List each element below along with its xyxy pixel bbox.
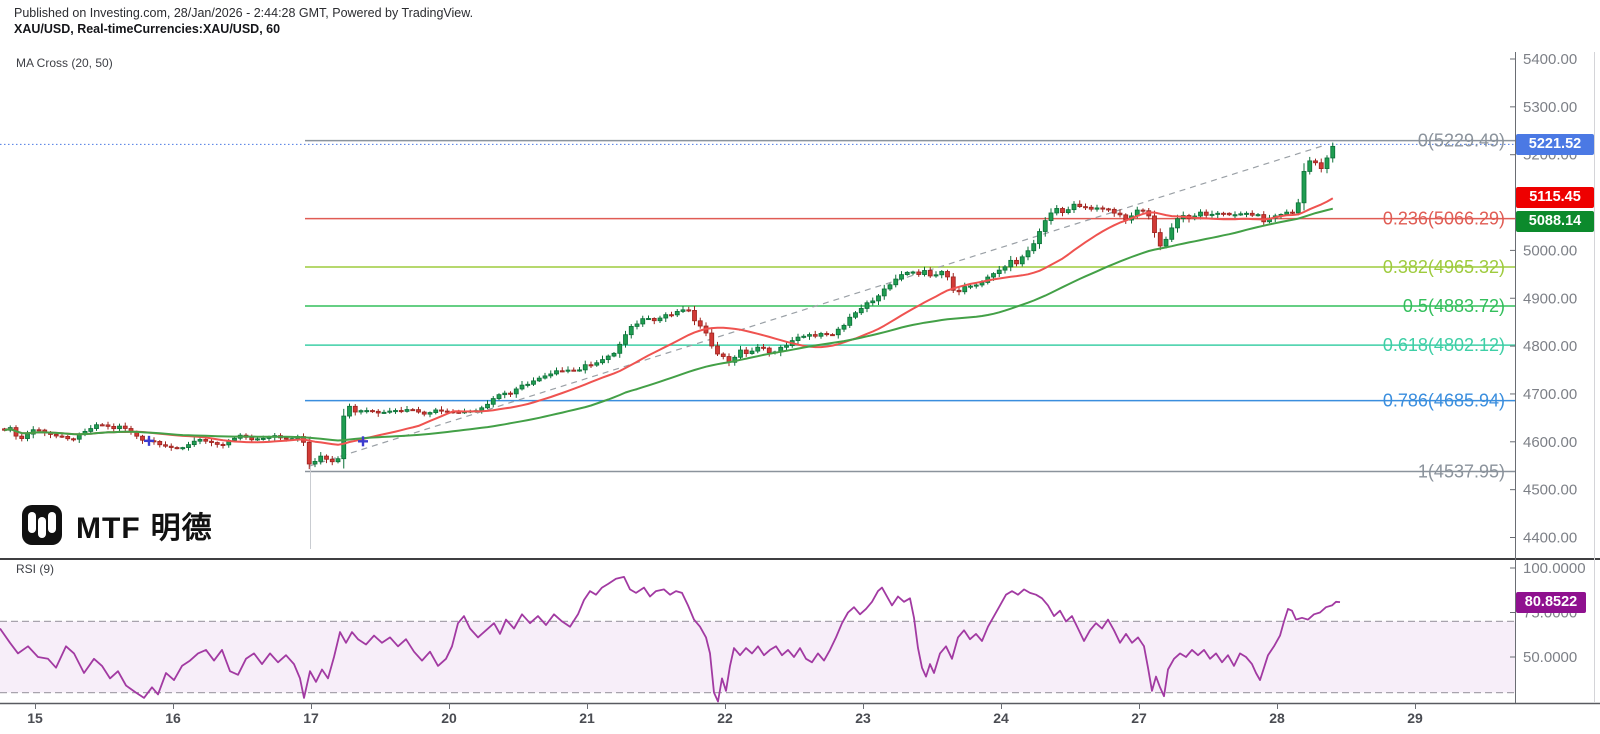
- ma50-line[interactable]: [4, 207, 1334, 442]
- watermark-text: MTF 明德: [76, 503, 213, 547]
- rsi-line[interactable]: [0, 576, 1341, 703]
- fib-label[interactable]: 0.618(4802.12): [1383, 335, 1505, 355]
- time-tick-label[interactable]: 27: [1131, 710, 1147, 726]
- published-line: Published on Investing.com, 28/Jan/2026 …: [14, 6, 474, 20]
- ma20-line[interactable]: [4, 197, 1334, 446]
- fib-label[interactable]: 0.5(4883.72): [1403, 296, 1505, 316]
- rsi-value-label[interactable]: 80.8522: [1516, 592, 1586, 613]
- fib-label[interactable]: 1(4537.95): [1418, 461, 1505, 481]
- symbol-line: XAU/USD, Real-timeCurrencies:XAU/USD, 60: [14, 22, 281, 36]
- mtf-logo-icon: [22, 505, 62, 545]
- time-tick-label[interactable]: 22: [717, 710, 733, 726]
- trend-line[interactable]: [308, 145, 1323, 467]
- time-tick-label[interactable]: 17: [303, 710, 319, 726]
- time-tick-label[interactable]: 24: [993, 710, 1009, 726]
- watermark-logo: MTF 明德: [22, 503, 213, 547]
- price-tick-label[interactable]: 4500.00: [1523, 482, 1577, 499]
- fib-label[interactable]: 0(5229.49): [1418, 131, 1505, 151]
- last-price-label[interactable]: 5221.52: [1516, 133, 1594, 155]
- candles-series: [2, 142, 1336, 470]
- price-tick-label[interactable]: 4800.00: [1523, 338, 1577, 355]
- ma-indicator-label[interactable]: MA Cross (20, 50): [16, 56, 113, 70]
- price-tick-label[interactable]: 4400.00: [1523, 530, 1577, 547]
- ma-cross-marker: [358, 436, 368, 447]
- time-tick-label[interactable]: 15: [27, 710, 43, 726]
- rsi-tick-label[interactable]: 50.0000: [1523, 649, 1577, 666]
- time-tick-label[interactable]: 21: [579, 710, 595, 726]
- price-tick-label[interactable]: 4700.00: [1523, 386, 1577, 403]
- fib-label[interactable]: 0.382(4965.32): [1383, 257, 1505, 277]
- rsi-band: [0, 621, 1515, 693]
- time-tick-label[interactable]: 29: [1407, 710, 1423, 726]
- time-tick-label[interactable]: 28: [1269, 710, 1285, 726]
- time-tick-label[interactable]: 20: [441, 710, 457, 726]
- brand-name: MTF: [76, 512, 141, 545]
- price-tick-label[interactable]: 5400.00: [1523, 51, 1577, 68]
- price-tick-label[interactable]: 4600.00: [1523, 434, 1577, 451]
- fib-label[interactable]: 0.786(4685.94): [1383, 391, 1505, 411]
- time-tick-label[interactable]: 16: [165, 710, 181, 726]
- rsi-tick-label[interactable]: 100.0000: [1523, 560, 1586, 577]
- time-tick-label[interactable]: 23: [855, 710, 871, 726]
- price-tick-label[interactable]: 5000.00: [1523, 242, 1577, 259]
- price-tick-label[interactable]: 5300.00: [1523, 99, 1577, 116]
- price-tick-label[interactable]: 4900.00: [1523, 290, 1577, 307]
- brand-name-cn: 明德: [150, 512, 213, 545]
- ma20-price-label[interactable]: 5115.45: [1516, 187, 1594, 208]
- rsi-indicator-label[interactable]: RSI (9): [16, 562, 55, 576]
- ma50-price-label[interactable]: 5088.14: [1516, 210, 1594, 232]
- fib-label[interactable]: 0.236(5066.29): [1383, 209, 1505, 229]
- ma-cross-marker: [144, 435, 154, 446]
